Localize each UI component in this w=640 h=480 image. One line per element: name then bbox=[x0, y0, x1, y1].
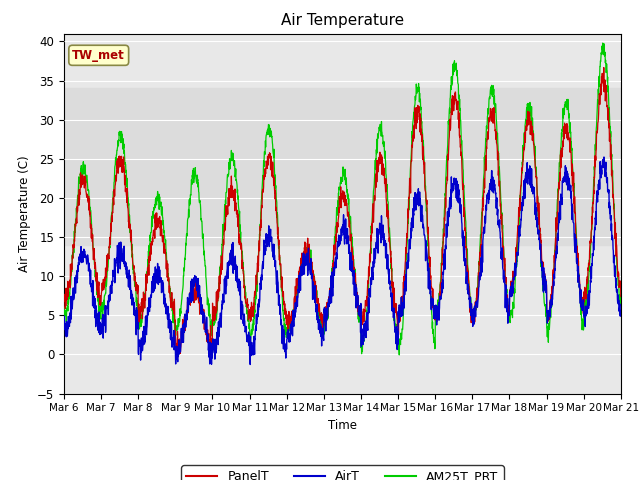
AirT bbox=[246, 361, 254, 367]
Legend: PanelT, AirT, AM25T_PRT: PanelT, AirT, AM25T_PRT bbox=[181, 465, 504, 480]
PanelT bbox=[174, 354, 182, 360]
AirT bbox=[371, 248, 379, 254]
Line: PanelT: PanelT bbox=[64, 68, 621, 357]
Bar bbox=[64, 88, 621, 245]
AM25T_PRT bbox=[599, 40, 607, 46]
PanelT bbox=[568, 172, 575, 178]
AM25T_PRT bbox=[358, 348, 366, 354]
AirT bbox=[216, 332, 223, 338]
PanelT bbox=[371, 198, 379, 204]
AM25T_PRT bbox=[584, 291, 591, 297]
Title: Air Temperature: Air Temperature bbox=[281, 13, 404, 28]
AirT bbox=[617, 312, 625, 318]
Line: AirT: AirT bbox=[64, 157, 621, 364]
AirT bbox=[359, 339, 367, 345]
AM25T_PRT bbox=[568, 145, 575, 151]
AirT bbox=[600, 154, 608, 160]
AirT bbox=[60, 326, 68, 332]
PanelT bbox=[584, 274, 591, 279]
AirT bbox=[584, 308, 591, 314]
PanelT bbox=[216, 288, 223, 294]
Text: TW_met: TW_met bbox=[72, 49, 125, 62]
Y-axis label: Air Temperature (C): Air Temperature (C) bbox=[19, 156, 31, 272]
AM25T_PRT bbox=[396, 352, 403, 358]
AirT bbox=[504, 310, 512, 316]
PanelT bbox=[60, 294, 68, 300]
PanelT bbox=[359, 322, 367, 327]
PanelT bbox=[600, 65, 607, 71]
AM25T_PRT bbox=[371, 176, 378, 182]
Line: AM25T_PRT: AM25T_PRT bbox=[64, 43, 621, 355]
AM25T_PRT bbox=[60, 312, 68, 318]
X-axis label: Time: Time bbox=[328, 419, 357, 432]
PanelT bbox=[504, 309, 512, 315]
PanelT bbox=[617, 294, 625, 300]
AM25T_PRT bbox=[216, 281, 223, 287]
AM25T_PRT bbox=[617, 303, 625, 309]
AirT bbox=[568, 204, 575, 209]
AM25T_PRT bbox=[504, 303, 512, 309]
